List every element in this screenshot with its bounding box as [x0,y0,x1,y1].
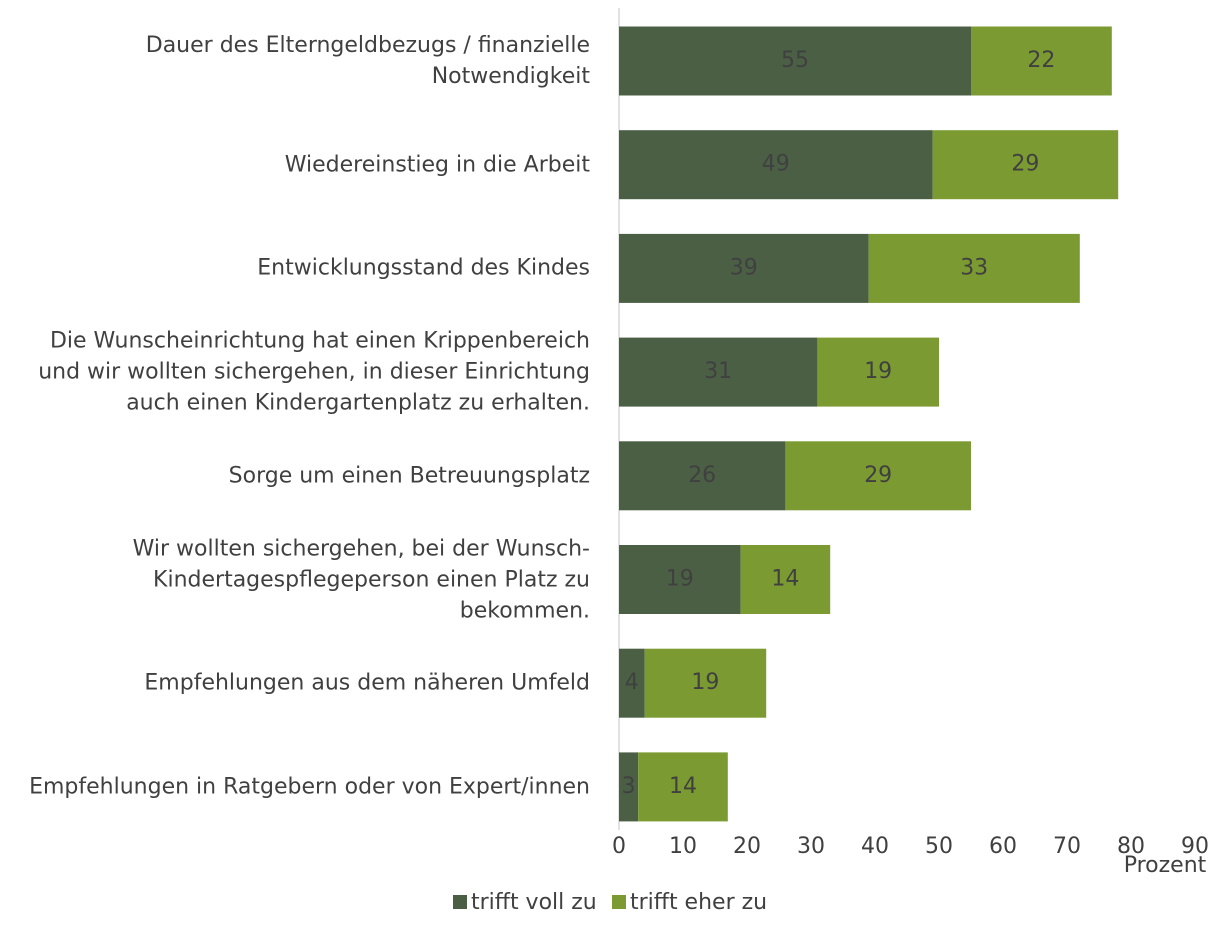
data-label: 33 [960,255,988,280]
data-label: 55 [781,48,809,73]
bar-segment [644,648,767,718]
x-tick-label: 20 [733,834,761,859]
legend-label: trifft eher zu [630,890,767,915]
category-label: Empfehlungen in Ratgebern oder von Exper… [29,774,590,800]
x-tick-label: 0 [612,834,626,859]
category-label: Sorge um einen Betreuungsplatz [228,463,590,489]
x-tick-label: 70 [1053,834,1081,859]
bar-segment [971,26,1112,96]
data-label: 3 [622,774,636,799]
data-label: 19 [691,670,719,695]
x-tick-label: 30 [797,834,825,859]
x-tick-label: 90 [1181,834,1209,859]
bar-segment [619,337,818,407]
category-label: Die Wunscheinrichtung hat einen Krippenb… [38,328,590,416]
data-label: 14 [669,774,697,799]
bar-segment [619,752,639,822]
data-label: 29 [864,463,892,488]
category-label: Entwicklungsstand des Kindes [257,255,590,281]
bar-segment [785,441,971,511]
data-label: 19 [666,567,694,592]
legend-label: trifft voll zu [471,890,597,915]
data-label: 14 [771,567,799,592]
bar-segment [619,233,869,303]
data-label: 31 [704,359,732,384]
bar-segment [619,26,971,96]
bar-segment [932,130,1119,200]
bar-segment [619,441,786,511]
bar-segment [619,545,741,614]
bar-segment [868,233,1080,303]
x-tick-label: 10 [669,834,697,859]
bar-segment [740,545,831,614]
x-axis-label: Prozent [1124,853,1207,878]
data-label: 19 [864,359,892,384]
x-tick-label: 50 [925,834,953,859]
legend-swatch [612,895,626,909]
category-label: Wiedereinstieg in die Arbeit [284,152,590,178]
data-label: 26 [688,463,716,488]
x-tick-label: 80 [1117,834,1145,859]
data-label: 49 [762,152,790,177]
x-tick-label: 60 [989,834,1017,859]
legend-swatch [453,895,467,909]
bar-segment [638,752,728,822]
data-label: 22 [1027,48,1055,73]
bar-segment [619,130,933,200]
data-label: 39 [730,255,758,280]
data-label: 4 [625,670,639,695]
category-label: Wir wollten sichergehen, bei der Wunsch-… [132,536,590,623]
bar-segment [619,648,645,718]
x-tick-label: 40 [861,834,889,859]
data-label: 29 [1011,152,1039,177]
category-label: Empfehlungen aus dem näheren Umfeld [144,670,590,696]
bar-segment [817,337,939,407]
category-label: Dauer des Elterngeldbezugs / finanzielle… [145,33,590,89]
